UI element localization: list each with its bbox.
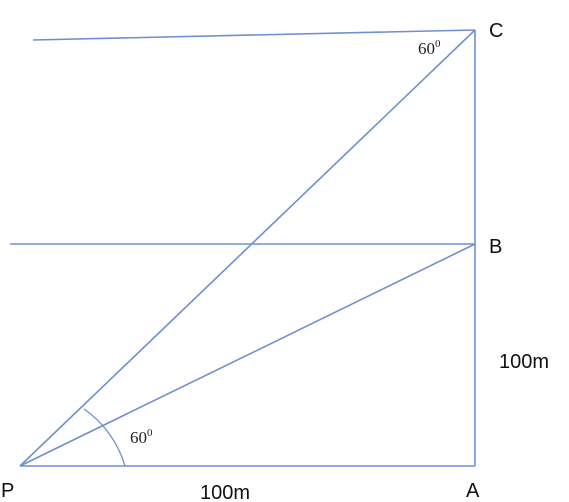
horizontal-line-c: [32, 29, 476, 41]
sight-line-pc: [19, 29, 476, 467]
point-label-a: A: [466, 480, 480, 502]
point-label-c: C: [489, 20, 503, 42]
angle-arc-p: [83, 408, 126, 467]
point-label-b: B: [489, 236, 502, 258]
length-label-pa: 100m: [200, 482, 250, 502]
angle-label-p: 600: [130, 427, 153, 447]
length-label-ab: 100m: [499, 351, 549, 373]
point-label-p: P: [1, 480, 14, 502]
angle-label-c: 600: [418, 38, 441, 58]
sight-line-pb: [19, 243, 476, 467]
